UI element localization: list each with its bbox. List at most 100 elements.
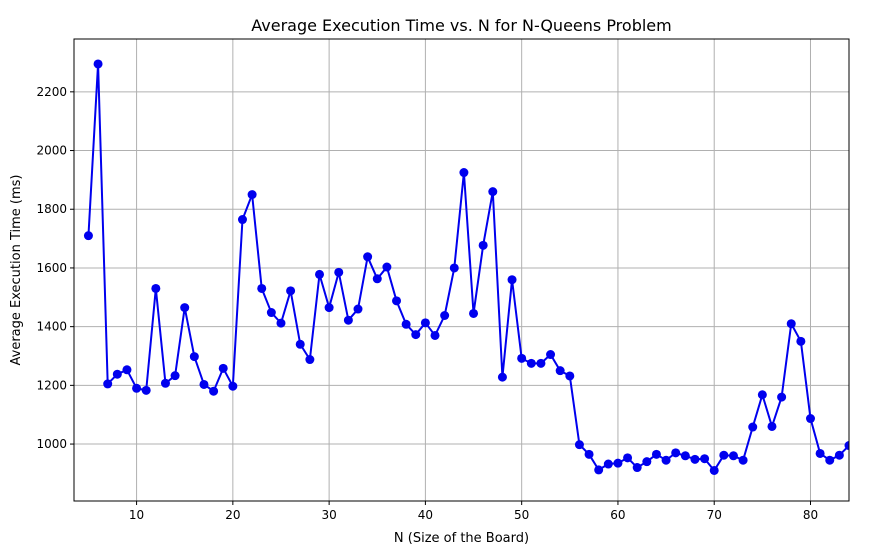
data-point <box>420 318 430 328</box>
data-point <box>382 262 392 272</box>
x-axis-label: N (Size of the Board) <box>394 531 529 546</box>
tick-layer: 10 20 30 40 50 60 70 80 1000 1200 1400 1600 1800 2000… <box>36 85 818 522</box>
data-point <box>459 168 469 178</box>
data-point <box>401 319 411 329</box>
series-group <box>83 59 849 475</box>
data-point <box>517 353 527 363</box>
data-point <box>671 448 681 458</box>
data-point <box>805 414 815 424</box>
data-point <box>180 303 190 313</box>
data-point <box>700 454 710 464</box>
data-point <box>728 451 738 461</box>
data-point <box>132 383 142 393</box>
data-point <box>613 458 623 468</box>
data-point <box>353 304 363 314</box>
data-point <box>680 451 690 461</box>
data-point <box>584 449 594 459</box>
data-point <box>478 240 488 250</box>
data-point <box>623 453 633 463</box>
data-point <box>103 379 113 389</box>
data-point <box>266 308 276 318</box>
data-point <box>305 355 315 365</box>
x-tick-label: 60 <box>610 508 625 522</box>
data-point <box>286 286 296 296</box>
data-point <box>642 457 652 467</box>
data-point <box>594 465 604 475</box>
series-layer <box>83 59 849 475</box>
x-tick-label: 30 <box>321 508 336 522</box>
data-point <box>141 385 151 395</box>
y-tick-label: 1400 <box>36 320 67 334</box>
data-point <box>825 455 835 465</box>
y-axis-label: Average Execution Time (ms) <box>9 175 24 366</box>
data-point <box>122 365 132 375</box>
data-point <box>228 381 238 391</box>
data-point <box>748 422 758 432</box>
data-point <box>603 459 613 469</box>
data-point <box>574 440 584 450</box>
data-point <box>555 366 565 376</box>
data-point <box>632 463 642 473</box>
x-tick-label: 10 <box>129 508 144 522</box>
data-point <box>777 392 787 402</box>
data-point <box>661 455 671 465</box>
x-tick-label: 80 <box>803 508 818 522</box>
data-point <box>488 187 498 197</box>
data-point <box>546 350 556 360</box>
chart-title: Average Execution Time vs. N for N-Queen… <box>251 16 671 35</box>
data-point <box>497 372 507 382</box>
x-tick-label: 70 <box>707 508 722 522</box>
data-point <box>719 450 729 460</box>
data-point <box>247 190 257 200</box>
x-tick-label: 20 <box>225 508 240 522</box>
data-point <box>334 267 344 277</box>
data-point <box>709 465 719 475</box>
grid-layer <box>74 39 849 501</box>
data-point <box>526 358 536 368</box>
data-point <box>796 336 806 346</box>
y-tick-label: 1200 <box>36 378 67 392</box>
data-point <box>237 215 247 225</box>
data-point <box>324 303 334 313</box>
data-point <box>449 263 459 273</box>
data-point <box>767 421 777 431</box>
data-point <box>151 283 161 293</box>
data-point <box>209 386 219 396</box>
data-point <box>160 378 170 388</box>
data-point <box>315 269 324 279</box>
data-point <box>218 363 228 373</box>
data-point <box>83 231 93 241</box>
y-tick-label: 1000 <box>36 437 67 451</box>
data-point <box>786 319 796 329</box>
data-point <box>93 59 103 69</box>
data-point <box>411 330 421 340</box>
data-point <box>392 296 402 306</box>
x-tick-label: 40 <box>418 508 433 522</box>
y-tick-label: 2000 <box>36 144 67 158</box>
data-point <box>257 283 267 293</box>
data-point <box>507 275 517 285</box>
data-point <box>690 454 700 464</box>
data-point <box>815 448 825 458</box>
plot-frame <box>73 38 850 502</box>
data-point <box>343 315 353 325</box>
data-point <box>372 274 382 284</box>
data-point <box>276 318 286 328</box>
data-point <box>430 330 440 340</box>
data-point <box>469 308 479 318</box>
y-tick-label: 2200 <box>36 85 67 99</box>
data-point <box>189 352 199 362</box>
data-point <box>112 369 122 379</box>
y-tick-label: 1600 <box>36 261 67 275</box>
data-point <box>757 390 767 400</box>
data-point <box>651 449 661 459</box>
data-point <box>738 455 748 465</box>
data-point <box>834 450 844 460</box>
data-point <box>565 371 575 381</box>
x-tick-label: 50 <box>514 508 529 522</box>
y-tick-label: 1800 <box>36 202 67 216</box>
data-point <box>536 358 546 368</box>
data-point <box>844 441 849 451</box>
